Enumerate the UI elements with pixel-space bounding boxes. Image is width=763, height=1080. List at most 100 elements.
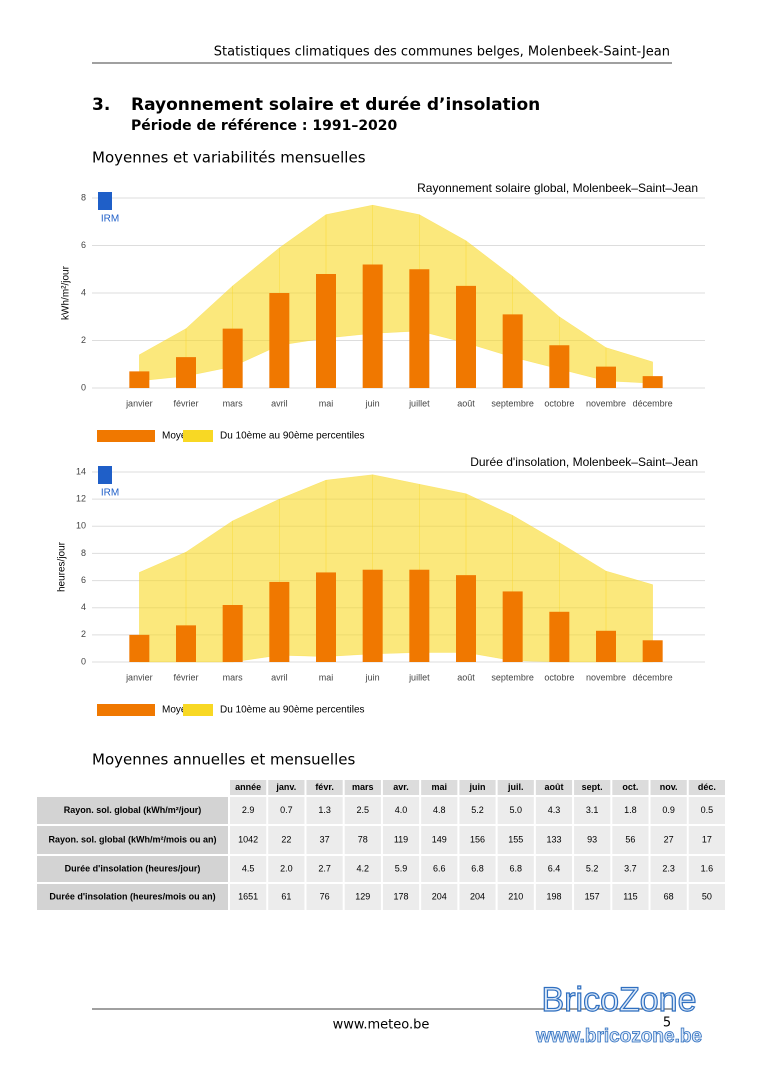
header-cell — [574, 780, 611, 795]
table-cell — [688, 826, 725, 854]
table-cell — [459, 826, 496, 854]
cell-value: 6.4 — [548, 863, 561, 873]
cell-value: 133 — [546, 834, 561, 844]
header-cell — [382, 780, 420, 795]
table-cell — [574, 797, 611, 824]
y-tick-label: 0 — [81, 656, 86, 666]
table-cell — [574, 884, 611, 910]
table-cell — [650, 856, 687, 882]
y-tick-label: 12 — [76, 494, 86, 504]
cell-value: 78 — [358, 834, 368, 844]
bar — [596, 630, 616, 662]
cell-value: 4.8 — [433, 805, 446, 815]
legend-swatch — [183, 430, 213, 442]
header-cell — [268, 780, 305, 795]
logo-mark — [98, 192, 112, 210]
column-header: juil. — [507, 782, 524, 792]
x-tick-label: mars — [223, 672, 243, 682]
section-number: 3. — [92, 95, 110, 115]
header-cell — [497, 780, 534, 795]
cell-value: 4.3 — [548, 805, 561, 815]
table-cell — [688, 884, 725, 910]
cell-value: 1651 — [238, 891, 258, 901]
header-title: Statistiques climatiques des communes be… — [214, 45, 670, 60]
row-header-cell — [37, 856, 228, 882]
page-number: 5 — [663, 1016, 671, 1031]
cell-value: 6.6 — [433, 863, 446, 873]
table-cell — [344, 884, 381, 910]
watermark-url: www.bricozone.be — [535, 1026, 702, 1047]
table-cell — [382, 884, 420, 910]
x-tick-label: décembre — [633, 398, 673, 408]
y-tick-label: 4 — [81, 602, 86, 612]
column-header: déc. — [698, 782, 716, 792]
cell-value: 2.9 — [242, 805, 255, 815]
table-cell — [230, 884, 267, 910]
table-cell — [497, 884, 534, 910]
table-cell — [459, 856, 496, 882]
bar — [362, 264, 383, 388]
table-cell — [268, 826, 305, 854]
header-cell — [650, 780, 687, 795]
bar — [642, 376, 663, 388]
column-header: juin — [469, 782, 486, 792]
row-header: Rayon. sol. global (kWh/m²/jour) — [64, 805, 202, 815]
bar — [549, 611, 570, 662]
x-tick-label: octobre — [544, 672, 574, 682]
footer-url: www.meteo.be — [333, 1018, 430, 1033]
table-cell — [459, 884, 496, 910]
table-cell — [612, 856, 649, 882]
chart-title: Durée d'insolation, Molenbeek–Saint–Jean — [470, 455, 698, 469]
x-tick-label: décembre — [633, 672, 673, 682]
cell-value: 210 — [508, 891, 523, 901]
cell-value: 68 — [664, 891, 674, 901]
y-tick-label: 8 — [81, 192, 86, 202]
y-tick-label: 0 — [81, 382, 86, 392]
cell-value: 56 — [625, 834, 635, 844]
table-cell — [268, 797, 305, 824]
header-cell — [688, 780, 725, 795]
y-tick-label: 2 — [81, 335, 86, 345]
logo-mark — [98, 466, 112, 484]
table-cell — [344, 856, 381, 882]
bar — [642, 640, 663, 662]
table-cell — [688, 856, 725, 882]
header-cell — [344, 780, 381, 795]
cell-value: 50 — [702, 891, 712, 901]
table-cell — [421, 797, 458, 824]
x-tick-label: novembre — [586, 672, 626, 682]
cell-value: 1042 — [238, 834, 258, 844]
cell-value: 149 — [432, 834, 447, 844]
watermark-name: BricoZone — [542, 981, 697, 1019]
x-tick-label: juillet — [408, 672, 430, 682]
table-cell — [535, 884, 573, 910]
table-cell — [306, 856, 343, 882]
y-tick-label: 2 — [81, 629, 86, 639]
subsection-title: Moyennes et variabilités mensuelles — [92, 149, 366, 167]
cell-value: 5.2 — [471, 805, 484, 815]
header-cell — [535, 780, 573, 795]
y-tick-label: 10 — [76, 521, 86, 531]
table-cell — [382, 826, 420, 854]
table-cell — [382, 797, 420, 824]
cell-value: 6.8 — [509, 863, 522, 873]
cell-value: 3.7 — [624, 863, 637, 873]
table-cell — [306, 884, 343, 910]
table-cell — [421, 856, 458, 882]
x-tick-label: mai — [319, 672, 334, 682]
cell-value: 156 — [470, 834, 485, 844]
logo: IRM — [101, 214, 119, 225]
cell-value: 1.3 — [318, 805, 331, 815]
table-cell — [497, 826, 534, 854]
bar — [269, 581, 290, 662]
x-tick-label: août — [457, 398, 475, 408]
bar — [456, 285, 476, 388]
table-cell — [306, 797, 343, 824]
legend-swatch — [183, 704, 213, 716]
cell-value: 4.2 — [357, 863, 370, 873]
bar — [502, 591, 523, 662]
x-tick-label: octobre — [544, 398, 574, 408]
cell-value: 37 — [320, 834, 330, 844]
cell-value: 2.7 — [318, 863, 331, 873]
cell-value: 5.2 — [586, 863, 599, 873]
